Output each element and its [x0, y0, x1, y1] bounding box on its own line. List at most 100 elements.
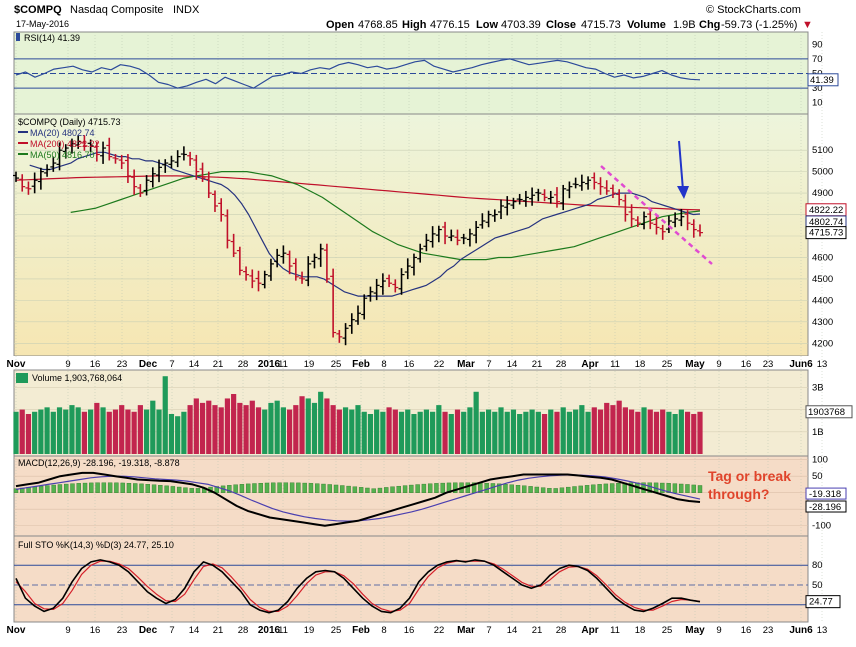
macd-hist-bar-21 [145, 484, 150, 493]
x-axis-tick-top-17: Mar [457, 359, 475, 370]
macd-hist-bar-103 [660, 482, 665, 493]
volume-bar-44 [287, 409, 293, 454]
macd-signal-label: -19.318 [809, 489, 841, 500]
volume-bar-26 [175, 416, 181, 454]
macd-hist-bar-3 [32, 486, 38, 493]
volume-bar-29 [193, 398, 199, 454]
x-axis-tick-top-23: 11 [610, 359, 620, 370]
macd-hist-bar-53 [346, 485, 351, 493]
macd-hist-bar-92 [591, 484, 596, 493]
x-axis-tick-top-20: 21 [532, 359, 543, 370]
macd-hist-bar-39 [258, 483, 263, 493]
volume-bar-106 [672, 414, 678, 454]
volume-bar-43 [280, 407, 286, 454]
price-y-tick-8: 4300 [812, 317, 833, 328]
macd-hist-bar-80 [515, 485, 521, 493]
volume-bar-68 [436, 405, 442, 454]
macd-y-tick-0: 100 [812, 455, 828, 466]
price-right-label-1: 4802.74 [809, 217, 843, 228]
chg-value: -59.73 (-1.25%) [721, 19, 797, 31]
volume-bar-22 [150, 400, 156, 454]
x-axis-tick-top-29: 23 [763, 359, 774, 370]
macd-hist-bar-91 [584, 485, 590, 493]
macd-signal-box [805, 487, 847, 500]
macd-hist-bar-66 [427, 483, 433, 493]
volume-bar-40 [262, 409, 268, 454]
volume-bar-77 [492, 411, 498, 454]
x-axis-tick-bottom-8: 28 [238, 625, 249, 636]
macd-value-box [805, 500, 847, 513]
price-y-tick-6: 4500 [812, 274, 833, 285]
macd-hist-bar-5 [45, 485, 50, 493]
x-axis-tick-top-9: 2016 [258, 359, 281, 370]
volume-bar-66 [423, 409, 429, 454]
macd-hist-bar-83 [534, 486, 540, 493]
x-axis-tick-bottom-23: 11 [610, 625, 620, 636]
macd-hist-bar-15 [107, 482, 113, 493]
macd-hist-bar-56 [365, 487, 370, 493]
stochastic-panel [13, 535, 809, 623]
volume-bar-99 [629, 409, 635, 454]
chart-exchange: INDX [173, 4, 200, 16]
volume-bar-34 [224, 398, 231, 454]
x-axis-tick-top-12: 25 [331, 359, 342, 370]
close-value: 4715.73 [581, 19, 621, 31]
volume-bar-72 [461, 411, 467, 454]
volume-bar-103 [653, 411, 660, 454]
volume-bar-13 [94, 402, 100, 454]
volume-bar-51 [330, 405, 336, 454]
rsi-line [15, 58, 701, 89]
volume-bar-73 [467, 407, 473, 454]
x-axis-tick-top-10: 11 [278, 359, 288, 370]
macd-hist-bar-98 [628, 482, 634, 493]
volume-bar-3 [32, 411, 38, 454]
macd-hist-bar-8 [64, 483, 69, 493]
macd-hist-bar-57 [371, 488, 376, 493]
volume-bar-35 [231, 394, 237, 454]
macd-hist-bar-105 [672, 483, 678, 493]
volume-bar-79 [504, 411, 510, 454]
volume-bar-105 [666, 411, 672, 454]
volume-bar-24 [162, 376, 168, 454]
macd-hist-bar-65 [421, 483, 427, 493]
macd-hist-bar-48 [315, 483, 320, 493]
macd-hist-bar-6 [51, 484, 56, 493]
x-axis-tick-bottom-18: 7 [486, 625, 491, 636]
volume-bar-1 [19, 409, 25, 454]
volume-bar-12 [88, 409, 94, 454]
macd-hist-bar-104 [666, 483, 671, 493]
chart-symbol-name: Nasdaq Composite [70, 4, 164, 16]
source-label: © StockCharts.com [706, 4, 801, 16]
price-right-box-2 [805, 226, 847, 240]
x-axis-tick-top-11: 19 [304, 359, 315, 370]
volume-bar-17 [119, 405, 125, 454]
volume-bar-62 [398, 411, 405, 454]
macd-hist-bar-42 [277, 482, 282, 493]
x-axis-tick-bottom-29: 23 [763, 625, 774, 636]
grid-lines [14, 32, 823, 622]
macd-hist-bar-14 [101, 482, 107, 493]
volume-bar-83 [529, 409, 535, 454]
volume-bar-80 [510, 409, 517, 454]
x-axis-tick-bottom-25: 25 [662, 625, 673, 636]
macd-hist-bar-96 [616, 483, 621, 493]
x-axis-tick-top-19: 14 [507, 359, 518, 370]
macd-hist-bar-90 [578, 485, 583, 493]
macd-hist-bar-45 [296, 482, 301, 493]
volume-bar-27 [181, 411, 187, 454]
chg-down-icon: ▼ [802, 19, 813, 31]
x-axis-tick-bottom-22: Apr [581, 625, 598, 636]
x-axis-tick-bottom-2: 16 [90, 625, 101, 636]
macd-hist-bar-29 [195, 488, 201, 493]
macd-hist-bar-88 [566, 486, 571, 493]
macd-hist-bar-82 [528, 486, 533, 493]
chart-date: 17-May-2016 [16, 19, 69, 29]
volume-bar-108 [684, 411, 691, 454]
x-axis-tick-bottom-11: 19 [304, 625, 315, 636]
x-axis-tick-bottom-9: 2016 [258, 625, 281, 636]
macd-hist-bar-38 [252, 483, 257, 493]
x-axis-tick-top-26: May [685, 359, 705, 370]
volume-bar-10 [75, 407, 81, 454]
macd-hist-bar-18 [126, 482, 132, 493]
